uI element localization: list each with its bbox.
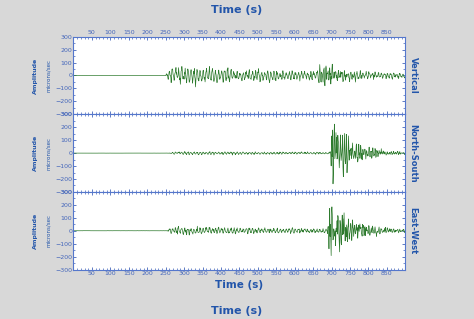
Text: East-West: East-West — [409, 207, 418, 254]
Text: Vertical: Vertical — [409, 57, 418, 94]
Text: microns/sec: microns/sec — [46, 214, 51, 247]
Text: Time (s): Time (s) — [211, 306, 263, 316]
X-axis label: Time (s): Time (s) — [215, 280, 264, 290]
Text: Time (s): Time (s) — [211, 5, 263, 15]
Text: microns/sec: microns/sec — [46, 137, 51, 170]
Text: North-South: North-South — [409, 124, 418, 182]
Text: microns/sec: microns/sec — [46, 59, 51, 92]
Text: Amplitude: Amplitude — [33, 57, 38, 93]
Text: Amplitude: Amplitude — [33, 213, 38, 249]
Text: Amplitude: Amplitude — [33, 135, 38, 171]
